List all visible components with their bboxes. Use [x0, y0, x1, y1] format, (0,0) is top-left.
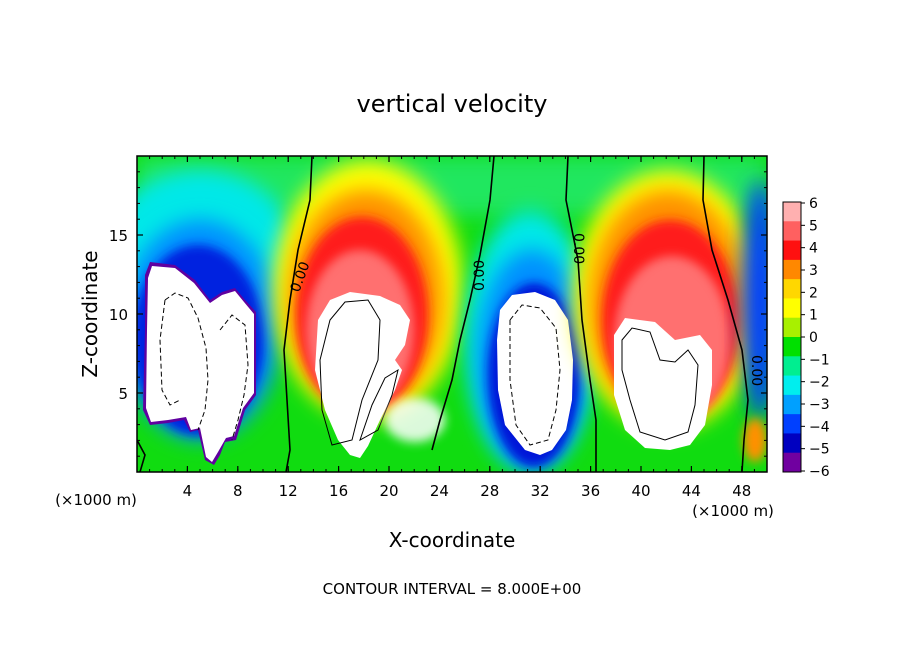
- x-unit-right: (×1000 m): [692, 502, 774, 520]
- colorbar: 6 5 4 3 2 1 0 −1 −2 −3 −4 −5 −6: [782, 196, 830, 480]
- x-tick-label: 32: [531, 482, 550, 500]
- updraft-right: [573, 170, 763, 450]
- contour-labels: 0.00 0.00 0.00 0.00: [288, 233, 764, 386]
- cell-center-right-white: [497, 292, 573, 455]
- cell-right-white: [614, 318, 712, 450]
- zero-contours: [137, 156, 749, 472]
- updraft-center-left: [273, 160, 463, 458]
- chart-title: vertical velocity: [357, 90, 548, 118]
- y-axis-label: Z-coordinate: [78, 250, 102, 377]
- cell-center-left-white: [315, 292, 410, 458]
- colorbar-tick-label: −3: [809, 397, 830, 413]
- colorbar-swatch: [783, 375, 801, 396]
- x-tick-label: 20: [379, 482, 398, 500]
- plot-area: [137, 156, 767, 472]
- x-tick-label: 24: [430, 482, 449, 500]
- x-tick-label: 48: [732, 482, 751, 500]
- colorbar-tick-label: −2: [809, 375, 830, 391]
- colorbar-swatch: [783, 202, 801, 222]
- colorbar-swatch: [783, 221, 801, 242]
- colorbar-swatch: [783, 279, 801, 299]
- x-tick-label: 36: [581, 482, 600, 500]
- y-tick-label: 5: [118, 385, 128, 403]
- x-unit-left: (×1000 m): [55, 491, 137, 509]
- colorbar-swatch: [783, 298, 801, 319]
- colorbar-tick-label: 6: [809, 196, 818, 212]
- colorbar-tick-label: 2: [809, 285, 818, 301]
- x-axis: 4 8 12 16 20 24 28 32 36 40 44 48: [136, 156, 768, 500]
- y-tick-label: 15: [109, 227, 128, 245]
- colorbar-swatch: [783, 414, 801, 434]
- x-tick-label: 28: [480, 482, 499, 500]
- y-tick-label: 10: [109, 306, 128, 324]
- colorbar-tick-label: −4: [809, 419, 830, 435]
- contour-interval-note: CONTOUR INTERVAL = 8.000E+00: [323, 580, 582, 598]
- cell-left-white: [146, 266, 254, 462]
- downdraft-left: [137, 170, 300, 465]
- colorbar-swatch: [783, 356, 801, 377]
- contour-label: 0.00: [570, 233, 586, 264]
- colorbar-tick-label: −5: [809, 442, 830, 458]
- colorbar-swatch: [783, 317, 801, 338]
- x-tick-label: 44: [682, 482, 701, 500]
- colorbar-tick-label: 3: [809, 263, 818, 279]
- colorbar-swatch: [783, 394, 801, 415]
- contour-label: 0.00: [748, 355, 764, 386]
- colorbar-swatch: [783, 452, 801, 473]
- colorbar-tick-label: 1: [809, 308, 818, 324]
- x-tick-label: 12: [279, 482, 298, 500]
- colorbar-tick-label: −1: [809, 352, 830, 368]
- contour-label: 0.00: [472, 260, 488, 291]
- colorbar-tick-label: 4: [809, 241, 818, 257]
- colorbar-swatch: [783, 259, 801, 280]
- y-axis: 5 10 15: [109, 155, 767, 473]
- colorbar-tick-label: 5: [809, 218, 818, 234]
- colorbar-tick-label: 0: [809, 330, 818, 346]
- x-tick-label: 40: [631, 482, 650, 500]
- x-tick-label: 16: [329, 482, 348, 500]
- x-tick-label: 4: [183, 482, 193, 500]
- downdraft-center-right: [465, 210, 595, 470]
- colorbar-swatch: [783, 240, 801, 261]
- x-tick-label: 8: [233, 482, 243, 500]
- x-axis-label: X-coordinate: [389, 528, 516, 552]
- colorbar-tick-label: −6: [809, 464, 830, 480]
- colorbar-swatch: [783, 337, 801, 357]
- colorbar-swatch: [783, 433, 801, 454]
